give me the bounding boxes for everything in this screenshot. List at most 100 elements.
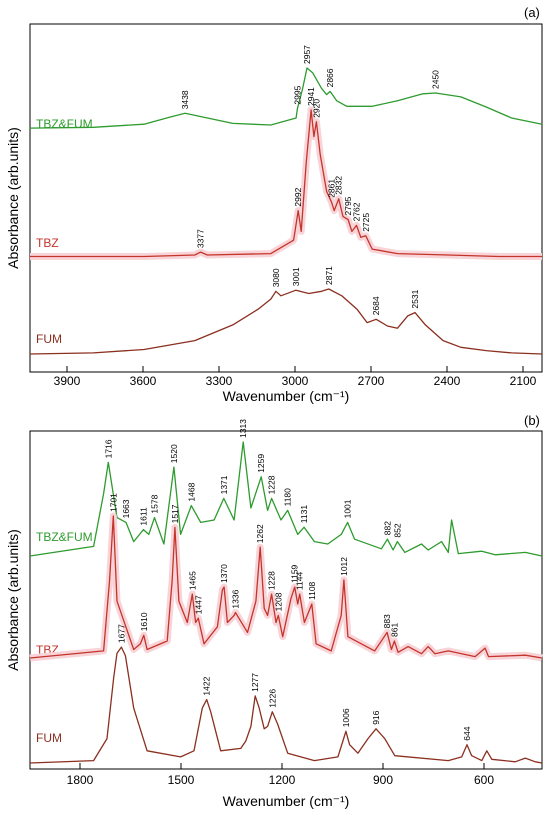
series-label-tbz-fum: TBZ&FUM [36, 117, 93, 131]
x-tick-label: 2400 [434, 374, 461, 388]
peak-label: 2866 [325, 68, 335, 87]
peak-label: 3377 [196, 229, 206, 248]
x-tick-label: 1200 [269, 773, 296, 787]
series-line-tbz-fum [29, 441, 543, 557]
x-axis-label-b: Wavenumber (cm⁻¹) [223, 793, 350, 809]
peak-label: 2920 [311, 99, 321, 118]
peak-label: 2762 [352, 202, 362, 221]
peak-label: 2861 [326, 179, 336, 198]
series-line-tbz [30, 109, 542, 258]
peak-label: 882 [382, 521, 392, 535]
peak-label: 1108 [307, 581, 317, 600]
peak-label: 2450 [431, 70, 441, 89]
series-label-fum: FUM [36, 731, 62, 745]
x-tick-label: 600 [474, 773, 494, 787]
peak-label: 3080 [271, 268, 281, 287]
panel-a: (a) Wavenumber (cm⁻¹) Absorbance (arb.un… [5, 5, 543, 404]
peak-label: 1262 [255, 524, 265, 543]
peak-label: 1520 [169, 444, 179, 463]
series-labels-b: TBZ&FUM TBZ FUM [36, 530, 93, 745]
peak-label: 1001 [343, 499, 353, 518]
x-tick-label: 3600 [130, 374, 157, 388]
peak-label: 916 [371, 710, 381, 724]
series-label-fum: FUM [36, 332, 62, 346]
series-labels-a: TBZ&FUM TBZ FUM [36, 117, 93, 346]
peak-label: 1610 [139, 612, 149, 631]
x-tick-label: 2100 [510, 374, 537, 388]
peak-label: 1012 [339, 557, 349, 576]
peak-label: 1465 [187, 571, 197, 590]
panel-label-a: (a) [524, 5, 540, 20]
x-tick-label: 1800 [67, 773, 94, 787]
peak-label: 1226 [267, 689, 277, 708]
peak-label: 1611 [138, 507, 148, 526]
y-axis-label-a: Absorbance (arb.units) [5, 127, 21, 269]
peak-label: 1677 [116, 624, 126, 643]
x-tick-label: 3000 [282, 374, 309, 388]
peak-label: 2832 [334, 176, 344, 195]
plot-frame-a [29, 23, 543, 373]
series-line-fum [29, 646, 543, 764]
peak-label: 2957 [302, 45, 312, 64]
peak-label: 2531 [410, 289, 420, 308]
peak-label: 2725 [361, 213, 371, 232]
peak-label: 1370 [219, 564, 229, 583]
peak-label: 1313 [238, 419, 248, 438]
peak-label: 2992 [293, 187, 303, 206]
x-tick-label: 1500 [168, 773, 195, 787]
x-axis-label-a: Wavenumber (cm⁻¹) [223, 388, 350, 404]
x-tick-label: 3300 [206, 374, 233, 388]
x-ticks-b: 1800 1500 1200 900 600 [67, 763, 494, 787]
series-line-tbz-fum [29, 67, 543, 129]
series-highlight-band [29, 512, 543, 662]
peak-label: 1180 [283, 488, 293, 507]
series-line-fum [29, 288, 543, 355]
series-highlight-band [30, 106, 542, 260]
peak-label: 2995 [292, 85, 302, 104]
peak-label: 1336 [231, 589, 241, 608]
peak-label: 2871 [324, 266, 334, 285]
peak-label: 1663 [121, 499, 131, 518]
peak-label: 3438 [180, 90, 190, 109]
peak-label: 644 [462, 726, 472, 740]
plot-frame-b [29, 430, 543, 770]
peak-label: 1131 [299, 505, 309, 524]
x-tick-label: 3900 [54, 374, 81, 388]
series-line-tbz [29, 515, 543, 659]
peak-label: 1259 [256, 454, 266, 473]
peak-label: 1159 [290, 564, 300, 583]
peak-label: 1277 [250, 673, 260, 692]
peak-label: 1228 [267, 571, 277, 590]
peak-label: 1006 [341, 708, 351, 727]
panel-label-b: (b) [524, 413, 540, 428]
peak-label: 2795 [343, 196, 353, 215]
panel-b: (b) Wavenumber (cm⁻¹) Absorbance (arb.un… [5, 413, 543, 809]
peak-label: 1468 [186, 482, 196, 501]
peak-label: 1701 [108, 493, 118, 512]
peak-label: 861 [389, 623, 399, 637]
series-label-tbz: TBZ [36, 236, 59, 250]
peak-label: 1228 [267, 475, 277, 494]
peak-label: 1517 [170, 504, 180, 523]
x-tick-label: 900 [373, 773, 393, 787]
peak-label: 3001 [291, 267, 301, 286]
peak-label: 1208 [273, 592, 283, 611]
peak-label: 883 [382, 614, 392, 628]
x-tick-label: 2700 [358, 374, 385, 388]
peak-label: 1578 [150, 494, 160, 513]
peak-label: 852 [392, 523, 402, 537]
series-label-tbz-fum: TBZ&FUM [36, 530, 93, 544]
peak-label: 1144 [295, 572, 305, 591]
peak-label: 2684 [371, 296, 381, 315]
peak-label: 2941 [306, 87, 316, 106]
peak-label: 1371 [219, 475, 229, 494]
peak-label: 1716 [103, 439, 113, 458]
peak-label: 1422 [202, 676, 212, 695]
x-ticks-a: 3900 3600 3300 3000 2700 2400 2100 [54, 366, 537, 388]
peak-label: 1447 [193, 595, 203, 614]
y-axis-label-b: Absorbance (arb.units) [5, 529, 21, 671]
